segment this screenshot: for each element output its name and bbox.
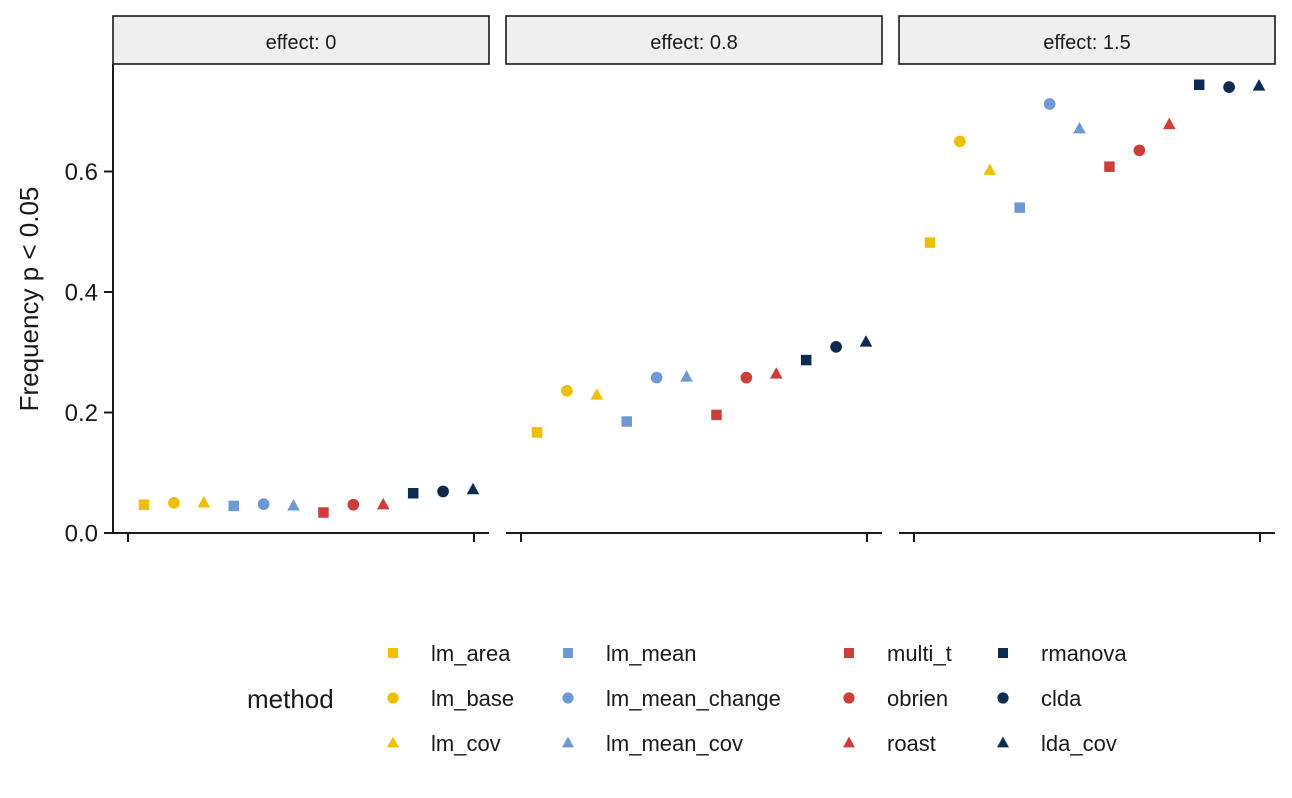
point-rmanova <box>407 487 419 499</box>
facet-strip <box>505 15 883 65</box>
point-roast <box>376 497 390 510</box>
point-lm_mean <box>1014 202 1025 213</box>
facet-panels: effect: 0 effect: 0.8 effect: 1.5 <box>112 15 1276 542</box>
point-lm_base <box>954 135 966 148</box>
facet-strip <box>898 15 1276 65</box>
y-tick-label: 0.0 <box>65 521 98 548</box>
legend-item: lm_mean_change <box>562 686 781 711</box>
point-lm_area <box>924 237 936 248</box>
point-lm_mean <box>228 500 239 512</box>
legend-item: obrien <box>843 686 948 711</box>
legend: method lm_area lm_base lm_cov lm_mean lm_mea… <box>247 641 1127 756</box>
legend-label: multi_t <box>887 641 952 666</box>
legend-item: lm_mean <box>563 641 696 666</box>
legend-label: lm_mean_cov <box>606 731 743 756</box>
point-obrien <box>347 498 360 511</box>
facet-strip <box>112 15 490 65</box>
point-lda_cov <box>1252 79 1266 91</box>
point-rmanova <box>1193 79 1205 90</box>
y-tick-label: 0.4 <box>65 280 98 307</box>
legend-label: obrien <box>887 686 948 711</box>
legend-label: lm_mean <box>606 641 696 666</box>
legend-key-roast <box>843 736 855 748</box>
legend-item: lm_base <box>387 686 514 711</box>
legend-label: lda_cov <box>1041 731 1117 756</box>
legend-key-obrien <box>843 692 855 704</box>
point-lm_mean <box>621 416 632 427</box>
legend-label: clda <box>1041 686 1082 711</box>
point-obrien <box>1133 144 1146 157</box>
legend-key-rmanova <box>998 648 1008 658</box>
point-lm_mean_change <box>1043 98 1056 110</box>
facet-panel: effect: 0.8 <box>505 15 883 542</box>
legend-item: clda <box>997 686 1082 711</box>
point-multi_t <box>1104 161 1115 172</box>
legend-key-lm_cov <box>387 736 399 748</box>
point-roast <box>1162 117 1176 130</box>
point-lm_mean_change <box>257 498 270 510</box>
point-lm_cov <box>983 163 997 175</box>
point-lda_cov <box>859 335 873 347</box>
point-clda <box>1223 81 1235 93</box>
point-rmanova <box>800 354 812 366</box>
legend-label: lm_area <box>431 641 511 666</box>
legend-label: lm_mean_change <box>606 686 781 711</box>
legend-item: lda_cov <box>997 731 1117 756</box>
legend-label: roast <box>887 731 936 756</box>
legend-label: lm_cov <box>431 731 501 756</box>
point-lm_mean_cov <box>680 370 693 382</box>
facet-strip-label: effect: 1.5 <box>1043 32 1130 54</box>
point-obrien <box>740 371 753 384</box>
legend-key-lm_mean <box>563 648 573 658</box>
legend-key-clda <box>997 692 1009 704</box>
legend-key-lda_cov <box>997 736 1009 748</box>
point-multi_t <box>318 507 329 518</box>
point-lda_cov <box>466 482 480 495</box>
point-lm_area <box>138 499 150 510</box>
point-lm_mean_cov <box>1073 121 1086 134</box>
legend-key-lm_mean_cov <box>562 736 574 748</box>
point-lm_mean_change <box>650 371 663 384</box>
facet-strip-label: effect: 0.8 <box>650 32 737 54</box>
point-clda <box>830 340 842 353</box>
point-lm_base <box>168 497 180 509</box>
facet-panel: effect: 0 <box>112 15 490 542</box>
legend-key-lm_mean_change <box>562 692 574 704</box>
point-lm_cov <box>197 496 211 508</box>
legend-label: rmanova <box>1041 641 1127 666</box>
facet-strip-label: effect: 0 <box>266 32 337 54</box>
point-multi_t <box>711 409 722 421</box>
legend-key-multi_t <box>844 648 854 658</box>
y-tick-label: 0.2 <box>65 400 98 427</box>
legend-item: lm_area <box>388 641 511 666</box>
point-lm_mean_cov <box>287 499 300 511</box>
point-lm_cov <box>590 388 604 400</box>
legend-label: lm_base <box>431 686 514 711</box>
legend-item: multi_t <box>844 641 952 666</box>
point-roast <box>769 367 783 379</box>
point-clda <box>437 485 449 498</box>
legend-item: rmanova <box>998 641 1127 666</box>
point-lm_area <box>531 427 543 438</box>
legend-item: lm_cov <box>387 731 501 756</box>
y-axis: 0.0 0.2 0.4 0.6 <box>65 64 114 548</box>
point-lm_base <box>561 384 573 397</box>
facet-panel: effect: 1.5 <box>898 15 1276 542</box>
legend-title: method <box>247 684 334 714</box>
legend-key-lm_area <box>388 648 398 658</box>
y-axis-title: Frequency p < 0.05 <box>14 187 44 412</box>
y-tick-label: 0.6 <box>65 159 98 186</box>
legend-key-lm_base <box>387 692 399 704</box>
legend-item: roast <box>843 731 936 756</box>
legend-item: lm_mean_cov <box>562 731 743 756</box>
